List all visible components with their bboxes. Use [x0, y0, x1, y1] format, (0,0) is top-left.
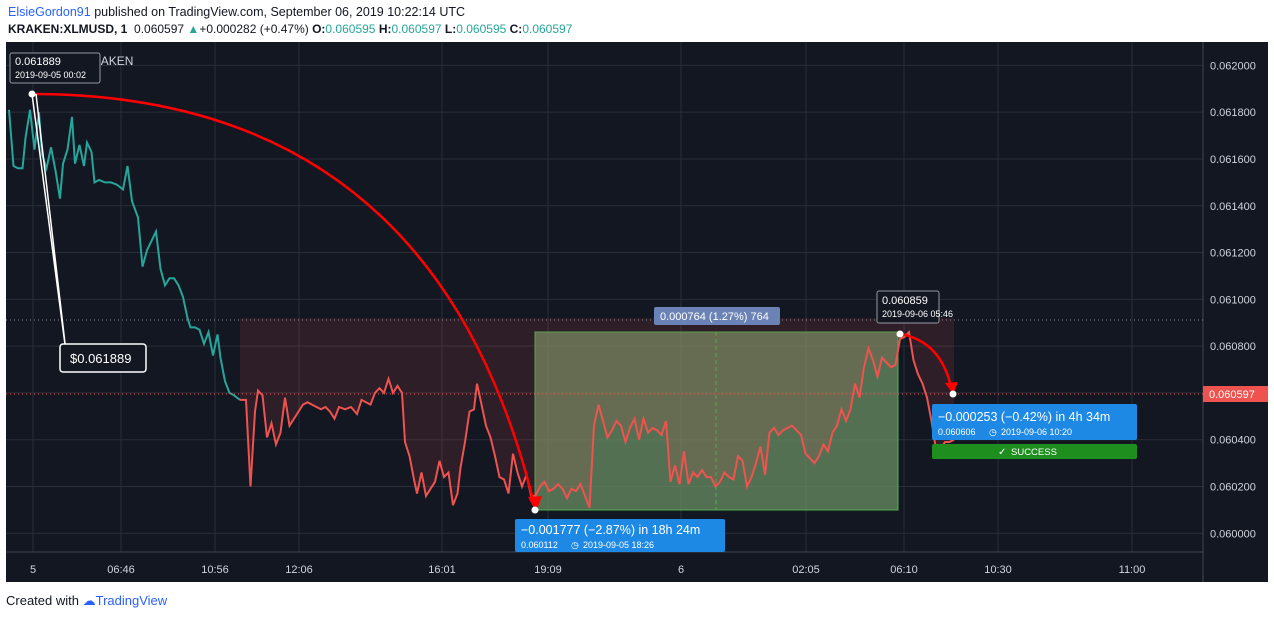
x-tick-label: 6 — [678, 564, 684, 576]
y-tick-label: 0.062000 — [1210, 60, 1256, 72]
x-tick-label: 5 — [30, 564, 36, 576]
y-tick-label: 0.060000 — [1210, 528, 1256, 540]
symbol-line: KRAKEN:XLMUSD, 1 0.060597 ▲+0.000282 (+0… — [8, 22, 572, 36]
range-label-box — [654, 307, 780, 325]
curve-arrow-2 — [900, 332, 953, 388]
y-tick-label: 0.061600 — [1210, 154, 1256, 166]
open-value: 0.060595 — [325, 22, 376, 36]
clock-icon: ◷ — [989, 428, 997, 438]
drop2-box — [932, 404, 1137, 440]
open-label: O: — [312, 22, 326, 36]
grid-lines — [6, 42, 1203, 552]
low-point-marker — [531, 506, 539, 514]
tradingview-logo-icon: ☁ — [82, 593, 96, 608]
last-price: 0.060597 — [134, 22, 185, 36]
range-label-text: 0.000764 (1.27%) 764 — [660, 311, 769, 323]
y-tick-label: 0.061000 — [1210, 294, 1256, 306]
y-tick-label: 0.060800 — [1210, 341, 1256, 353]
success-text: SUCCESS — [1011, 447, 1057, 458]
y-tick-label: 0.061200 — [1210, 248, 1256, 260]
x-tick-label: 02:05 — [792, 564, 820, 576]
drop2-sub: 0.060606 — [938, 427, 976, 437]
x-tick-label: 16:01 — [428, 564, 456, 576]
x-axis: 5 06:46 10:56 12:06 16:01 19:09 6 02:05 06:10 10:… — [30, 564, 1145, 576]
price-tag-text: $0.061889 — [70, 351, 131, 366]
drop1-box — [515, 519, 725, 552]
publish-line: ElsieGordon91 published on TradingView.c… — [8, 5, 465, 19]
created-with-text: Created with — [6, 593, 79, 608]
y-tick-label: 0.060200 — [1210, 481, 1256, 493]
curve-arrow-2-head — [945, 382, 958, 394]
high-label-time: 2019-09-05 00:02 — [15, 70, 86, 80]
high-value: 0.060597 — [391, 22, 442, 36]
author-link[interactable]: ElsieGordon91 — [8, 5, 91, 19]
low-value: 0.060595 — [456, 22, 507, 36]
y-tick-label: 0.061400 — [1210, 201, 1256, 213]
price-tag-box — [59, 343, 147, 373]
curve-arrow-1 — [31, 92, 537, 509]
close-value: 0.060597 — [522, 22, 573, 36]
tradingview-link[interactable]: TradingView — [95, 593, 168, 608]
x-tick-label: 19:09 — [534, 564, 562, 576]
peak-point-marker — [896, 330, 904, 338]
drop2-text: −0.000253 (−0.42%) in 4h 34m — [938, 410, 1110, 424]
high-point-marker — [28, 90, 36, 98]
current-price-tag — [1203, 386, 1268, 402]
drop1-text: −0.001777 (−2.87%) in 18h 24m — [521, 523, 700, 537]
footer: Created with ☁TradingView — [6, 593, 167, 609]
callout-pointer — [31, 93, 67, 353]
success-badge — [932, 444, 1137, 459]
peak-label-price: 0.060859 — [882, 295, 928, 307]
close-label: C: — [509, 22, 523, 36]
price-change: +0.000282 (+0.47%) — [199, 22, 309, 36]
x-tick-label: 10:56 — [201, 564, 229, 576]
x-tick-label: 12:06 — [285, 564, 313, 576]
peak-label-time: 2019-09-06 05:46 — [882, 309, 953, 319]
low-label: L: — [444, 22, 457, 36]
y-tick-label: 0.061800 — [1210, 107, 1256, 119]
symbol-name: KRAKEN:XLMUSD, 1 — [8, 22, 128, 36]
high-label: H: — [378, 22, 392, 36]
y-axis: 0.062000 0.061800 0.061600 0.061400 0.061200… — [1210, 60, 1256, 540]
x-tick-label: 06:46 — [107, 564, 135, 576]
drop1-time: 2019-09-05 18:26 — [583, 540, 654, 550]
target-point-marker — [949, 390, 957, 398]
chart-area[interactable]: 0.062000 0.061800 0.061600 0.061400 0.061200… — [6, 42, 1268, 582]
peak-label-box — [876, 290, 940, 324]
price-line-up — [8, 109, 241, 401]
check-icon: ✓ — [998, 447, 1006, 458]
up-arrow-icon: ▲ — [187, 22, 200, 36]
drop2-time: 2019-09-06 10:20 — [1001, 427, 1072, 437]
drop1-sub: 0.060112 — [521, 540, 558, 550]
current-price-tag-text: 0.060597 — [1209, 389, 1255, 401]
high-label-box — [9, 52, 101, 84]
y-tick-label: 0.060400 — [1210, 435, 1256, 447]
clock-icon: ◷ — [571, 541, 579, 551]
curve-arrow-1-head — [528, 496, 542, 512]
x-tick-label: 06:10 — [890, 564, 918, 576]
price-line-down — [240, 329, 955, 508]
x-tick-label: 11:00 — [1119, 564, 1146, 576]
x-tick-label: 10:30 — [984, 564, 1012, 576]
published-text: published on TradingView.com, September … — [94, 5, 466, 19]
price-area-fill — [240, 318, 954, 508]
price-chart[interactable]: 0.062000 0.061800 0.061600 0.061400 0.061200… — [6, 42, 1268, 582]
high-label-price: 0.061889 — [15, 56, 61, 68]
